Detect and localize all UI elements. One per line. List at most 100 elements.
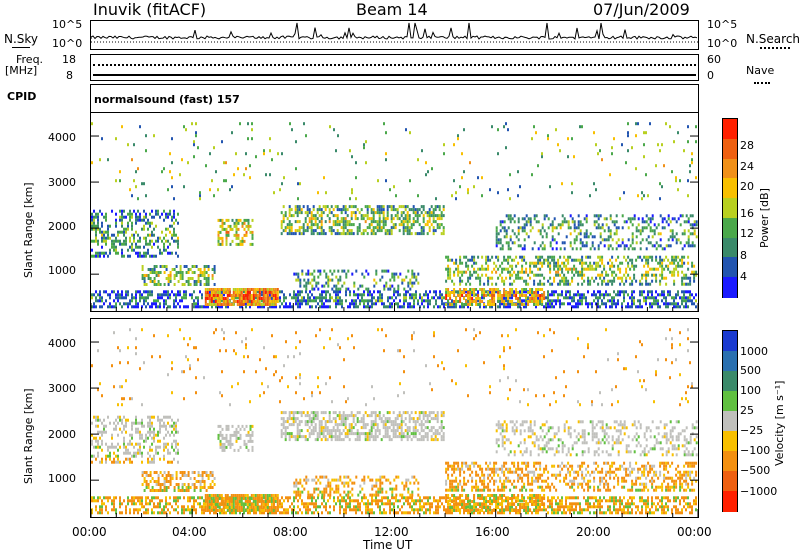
data-cell <box>402 232 405 236</box>
data-cell <box>258 288 261 291</box>
data-cell <box>145 290 147 294</box>
data-cell <box>169 293 171 297</box>
data-cell <box>319 505 321 509</box>
data-cell <box>651 290 653 294</box>
data-cell <box>455 300 458 303</box>
data-cell <box>252 291 255 294</box>
data-cell <box>107 230 109 234</box>
data-cell <box>409 278 412 282</box>
data-cell <box>390 217 393 221</box>
data-cell <box>611 511 613 515</box>
data-cell <box>525 302 527 306</box>
data-cell <box>471 303 474 306</box>
data-cell <box>633 247 636 251</box>
data-cell <box>355 293 357 297</box>
data-cell <box>348 223 351 227</box>
data-cell <box>266 291 269 294</box>
data-cell <box>449 258 452 262</box>
data-cell <box>435 290 437 294</box>
data-cell <box>402 223 405 227</box>
data-cell <box>406 214 409 218</box>
data-cell <box>407 496 409 500</box>
data-cell <box>101 230 103 234</box>
data-cell <box>495 270 498 274</box>
data-cell <box>127 254 129 258</box>
data-cell <box>352 232 355 236</box>
data-cell <box>293 296 295 300</box>
data-cell <box>91 496 93 500</box>
data-cell <box>613 264 616 268</box>
data-cell <box>137 448 139 452</box>
data-cell <box>139 245 141 249</box>
data-cell <box>669 220 672 224</box>
data-cell <box>645 261 648 265</box>
data-cell <box>511 288 514 291</box>
data-cell <box>262 291 265 294</box>
data-cell <box>201 305 203 309</box>
data-cell <box>295 140 297 144</box>
data-cell <box>513 241 516 245</box>
data-cell <box>459 279 462 283</box>
data-cell <box>270 294 273 297</box>
data-cell <box>360 232 363 236</box>
data-cell <box>423 293 425 297</box>
data-cell <box>497 128 499 132</box>
data-cell <box>231 239 234 243</box>
data-cell <box>149 499 151 503</box>
data-cell <box>381 296 383 300</box>
data-cell <box>345 508 347 512</box>
data-cell <box>631 279 634 283</box>
data-cell <box>583 235 586 239</box>
data-cell <box>145 274 148 277</box>
data-cell <box>242 297 245 300</box>
data-cell <box>310 211 313 215</box>
data-cell <box>673 267 676 271</box>
data-cell <box>111 245 113 249</box>
data-cell <box>489 303 492 306</box>
data-cell <box>407 499 409 503</box>
data-cell <box>607 293 609 297</box>
data-cell <box>113 242 115 246</box>
data-cell <box>243 290 245 294</box>
data-cell <box>177 496 179 500</box>
data-cell <box>95 499 97 503</box>
data-cell <box>280 232 283 236</box>
data-cell <box>485 258 488 262</box>
data-cell <box>211 268 214 271</box>
data-cell <box>442 229 445 233</box>
data-cell <box>135 290 137 294</box>
data-cell <box>204 294 207 297</box>
data-cell <box>555 273 558 277</box>
data-cell <box>213 146 215 150</box>
data-cell <box>657 299 659 303</box>
data-cell <box>499 305 501 309</box>
data-cell <box>343 499 345 503</box>
data-cell <box>551 502 553 506</box>
data-cell <box>627 502 629 506</box>
data-cell <box>101 212 103 216</box>
data-cell <box>336 223 339 227</box>
data-cell <box>375 502 377 506</box>
data-cell <box>281 496 283 500</box>
data-cell <box>585 296 587 300</box>
data-cell <box>119 215 121 219</box>
data-cell <box>305 272 308 276</box>
data-cell <box>383 122 385 126</box>
data-cell <box>601 302 603 306</box>
data-cell <box>267 511 269 515</box>
data-cell <box>177 280 180 283</box>
data-cell <box>121 215 123 219</box>
data-cell <box>529 276 532 280</box>
data-cell <box>307 511 309 515</box>
data-cell <box>361 496 363 500</box>
data-cell <box>235 152 237 156</box>
data-cell <box>115 445 117 449</box>
data-cell <box>579 293 581 297</box>
data-cell <box>547 264 550 268</box>
data-cell <box>222 288 225 291</box>
data-cell <box>503 229 506 233</box>
data-cell <box>193 508 195 512</box>
data-cell <box>91 296 93 300</box>
data-cell <box>161 293 163 297</box>
data-cell <box>551 255 554 259</box>
